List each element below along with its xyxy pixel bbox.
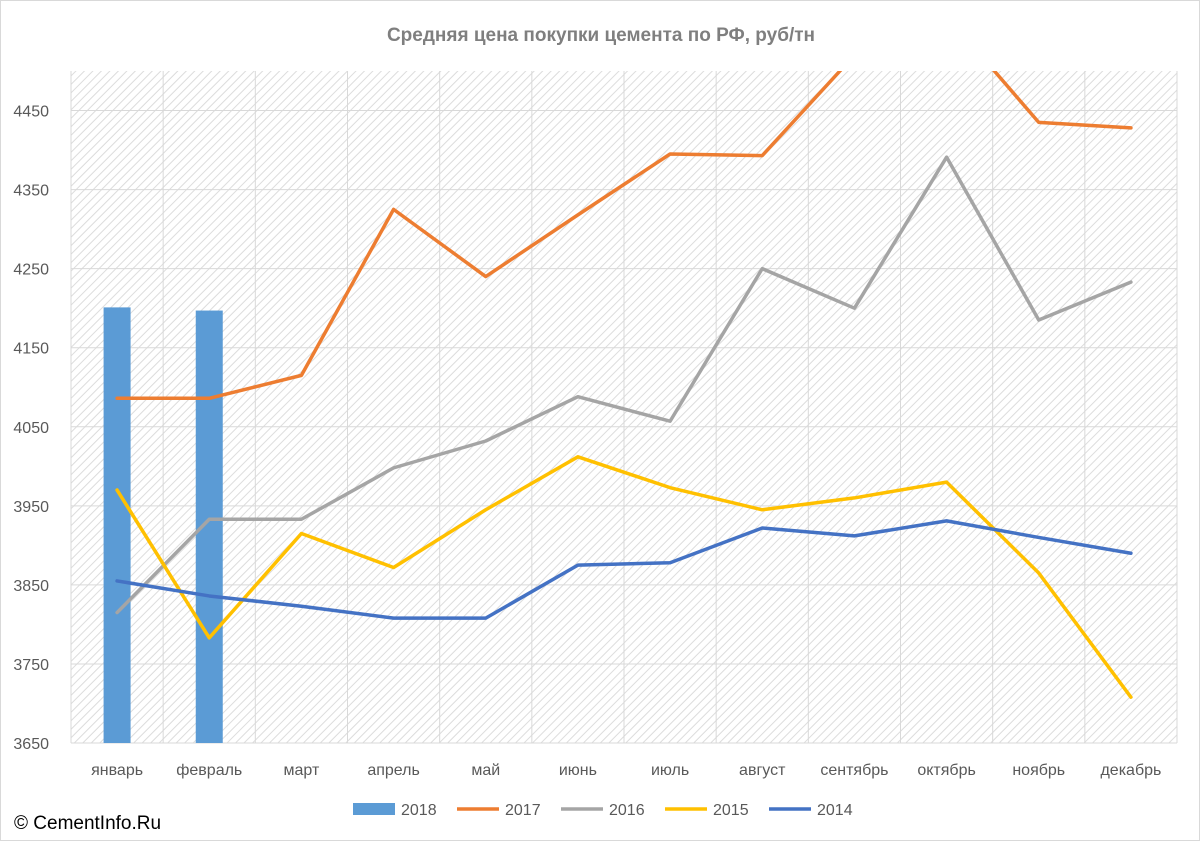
y-tick-label: 4150 — [13, 341, 49, 358]
x-tick-label: июнь — [559, 762, 597, 779]
y-tick-label: 3650 — [13, 736, 49, 753]
y-tick-label: 3850 — [13, 578, 49, 595]
legend: 2018 2017 2016 2015 2014 — [353, 802, 853, 819]
x-tick-label: июль — [651, 762, 689, 779]
line-series-2017 — [115, 71, 1133, 401]
x-tick-label: сентябрь — [820, 762, 888, 779]
y-axis-ticks: 3650 3750 3850 3950 4050 4150 4250 4350 4450 — [13, 104, 49, 753]
y-tick-label: 4250 — [13, 262, 49, 279]
y-tick-label: 3750 — [13, 657, 49, 674]
y-tick-label: 3950 — [13, 499, 49, 516]
y-tick-label: 4450 — [13, 104, 49, 121]
legend-label-2015: 2015 — [713, 802, 749, 819]
y-tick-label: 4050 — [13, 420, 49, 437]
legend-marker-2018 — [353, 803, 395, 815]
x-tick-label: ноябрь — [1012, 762, 1065, 779]
x-tick-label: март — [284, 762, 320, 779]
x-tick-label: август — [739, 762, 786, 779]
y-tick-label: 4350 — [13, 183, 49, 200]
line-series-2015 — [115, 455, 1133, 699]
legend-label-2018: 2018 — [401, 802, 437, 819]
x-tick-label: октябрь — [917, 762, 975, 779]
x-tick-label: январь — [91, 762, 143, 779]
line-series — [115, 71, 1133, 699]
legend-label-2016: 2016 — [609, 802, 645, 819]
x-axis-ticks: январь февраль март апрель май июнь июль август… — [91, 762, 1161, 779]
chart-title: Средняя цена покупки цемента по РФ, руб/… — [387, 25, 815, 46]
legend-label-2017: 2017 — [505, 802, 541, 819]
x-tick-label: февраль — [176, 762, 242, 779]
line-series-2016 — [115, 155, 1133, 615]
x-tick-label: май — [471, 762, 500, 779]
legend-label-2014: 2014 — [817, 802, 853, 819]
x-tick-label: декабрь — [1100, 762, 1161, 779]
x-tick-label: апрель — [367, 762, 420, 779]
bar-2018-0 — [103, 307, 131, 743]
line-series-2014 — [115, 519, 1133, 620]
copyright-text: © CementInfo.Ru — [14, 813, 162, 834]
